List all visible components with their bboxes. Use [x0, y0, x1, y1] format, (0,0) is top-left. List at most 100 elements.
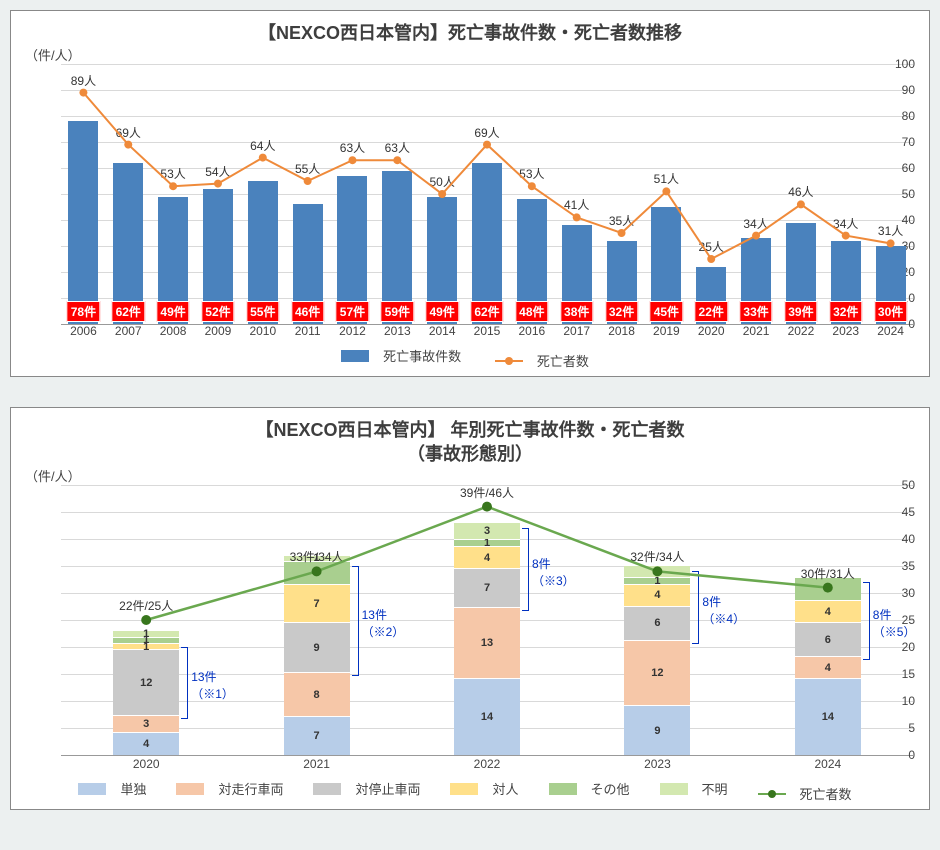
- line-value-label: 51人: [654, 170, 679, 187]
- segment-value: 1: [143, 628, 149, 640]
- bar: 57件: [337, 176, 367, 324]
- x-label: 2009: [196, 324, 241, 344]
- line-top-label: 33件/34人: [290, 548, 344, 565]
- note-label: 13件（※1）: [191, 668, 234, 702]
- line-top-label: 22件/25人: [119, 597, 173, 614]
- line-value-label: 63人: [340, 139, 365, 156]
- x-label: 2022: [779, 324, 824, 344]
- bar-segment-stopped: 9: [284, 622, 350, 672]
- line-value-label: 53人: [519, 165, 544, 182]
- bar-value-badge: 45件: [650, 301, 683, 322]
- line-value-label: 63人: [385, 139, 410, 156]
- bar: 46件: [293, 204, 323, 324]
- segment-value: 7: [314, 730, 320, 742]
- bar: 32件: [607, 241, 637, 324]
- segment-value: 4: [825, 606, 831, 618]
- line-value-label: 34人: [743, 215, 768, 232]
- line-top-label: 32件/34人: [630, 548, 684, 565]
- chart1-panel: 【NEXCO西日本管内】死亡事故件数・死亡者数推移 （件/人） 01020304…: [10, 10, 930, 377]
- segment-value: 3: [143, 718, 149, 730]
- bar: 49件: [158, 197, 188, 324]
- segment-value: 12: [140, 677, 152, 689]
- segment-value: 2: [654, 566, 660, 578]
- bar-value-badge: 38件: [560, 301, 593, 322]
- x-label: 2017: [554, 324, 599, 344]
- segment-value: 4: [143, 738, 149, 750]
- segment-value: 12: [651, 667, 663, 679]
- chart2-plot: 0510152025303540455043121117897411413741…: [21, 485, 919, 777]
- x-label: 2013: [375, 324, 420, 344]
- x-label: 2018: [599, 324, 644, 344]
- line-value-label: 69人: [474, 124, 499, 141]
- bar-value-badge: 46件: [291, 301, 324, 322]
- bar-value-badge: 52件: [201, 301, 234, 322]
- bar: 38件: [562, 225, 592, 324]
- line-value-label: 25人: [699, 238, 724, 255]
- x-label: 2023: [823, 324, 868, 344]
- legend-item-unknown: 不明: [660, 779, 738, 798]
- chart2-panel: 【NEXCO西日本管内】 年別死亡事故件数・死亡者数 （事故形態別） （件/人）…: [10, 407, 930, 810]
- legend-item-line: 死亡者数: [758, 784, 862, 803]
- bar-value-badge: 32件: [829, 301, 862, 322]
- bar-segment-single: 14: [795, 678, 861, 755]
- bar-segment-stopped: 6: [795, 622, 861, 655]
- bar-segment-pedestrian: 4: [624, 584, 690, 607]
- x-label: 2015: [465, 324, 510, 344]
- legend-item-single: 単独: [78, 779, 156, 798]
- line-top-label: 30件/31人: [801, 565, 855, 582]
- x-label: 2023: [572, 757, 742, 777]
- note-label: 8件（※3）: [532, 555, 575, 589]
- x-label: 2020: [689, 324, 734, 344]
- line-top-label: 39件/46人: [460, 484, 514, 501]
- stacked-bar: 14137413: [454, 522, 520, 755]
- bar-value-badge: 49件: [425, 301, 458, 322]
- bar: 55件: [248, 181, 278, 324]
- bar: 39件: [786, 223, 816, 324]
- chart2-title1: 【NEXCO西日本管内】 年別死亡事故件数・死亡者数: [21, 416, 919, 442]
- bar-segment-pedestrian: 4: [454, 546, 520, 569]
- bar-segment-running: 8: [284, 672, 350, 716]
- bar: 32件: [831, 241, 861, 324]
- segment-value: 4: [825, 583, 831, 595]
- chart2-legend: 単独対走行車両対停止車両対人その他不明死亡者数: [21, 779, 919, 803]
- bar-value-badge: 55件: [246, 301, 279, 322]
- bar-segment-running: 4: [795, 656, 861, 679]
- note-bracket: [692, 571, 699, 643]
- legend-item-running: 対走行車両: [176, 779, 293, 798]
- segment-value: 4: [314, 567, 320, 579]
- bar-segment-stopped: 6: [624, 606, 690, 639]
- bar-segment-unknown: 2: [624, 565, 690, 577]
- x-label: 2021: [734, 324, 779, 344]
- chart2-title2: （事故形態別）: [21, 440, 919, 466]
- bar-value-badge: 30件: [874, 301, 907, 322]
- stacked-bar: 9126412: [624, 565, 690, 755]
- segment-value: 3: [484, 525, 490, 537]
- legend-line: 死亡者数: [495, 351, 599, 370]
- legend-item-pedestrian: 対人: [450, 779, 528, 798]
- bar-value-badge: 49件: [156, 301, 189, 322]
- bar-segment-running: 3: [113, 715, 179, 732]
- x-label: 2019: [644, 324, 689, 344]
- bar-segment-unknown: 3: [454, 522, 520, 539]
- line-value-label: 34人: [833, 215, 858, 232]
- chart2-y-axis-label: （件/人）: [25, 466, 919, 485]
- bar-segment-stopped: 12: [113, 649, 179, 715]
- bar: 62件: [113, 163, 143, 324]
- x-label: 2022: [402, 757, 572, 777]
- bar-value-badge: 78件: [67, 301, 100, 322]
- bar-value-badge: 48件: [515, 301, 548, 322]
- x-label: 2021: [231, 757, 401, 777]
- x-label: 2020: [61, 757, 231, 777]
- line-value-label: 50人: [429, 173, 454, 190]
- bar-segment-single: 4: [113, 732, 179, 755]
- bar: 48件: [517, 199, 547, 324]
- segment-value: 6: [825, 634, 831, 646]
- x-label: 2007: [106, 324, 151, 344]
- bar-segment-pedestrian: 7: [284, 584, 350, 623]
- segment-value: 14: [481, 711, 493, 723]
- note-bracket: [181, 647, 188, 719]
- bar-segment-single: 7: [284, 716, 350, 755]
- line-value-label: 69人: [116, 124, 141, 141]
- bar-value-badge: 59件: [381, 301, 414, 322]
- note-label: 13件（※2）: [362, 606, 405, 640]
